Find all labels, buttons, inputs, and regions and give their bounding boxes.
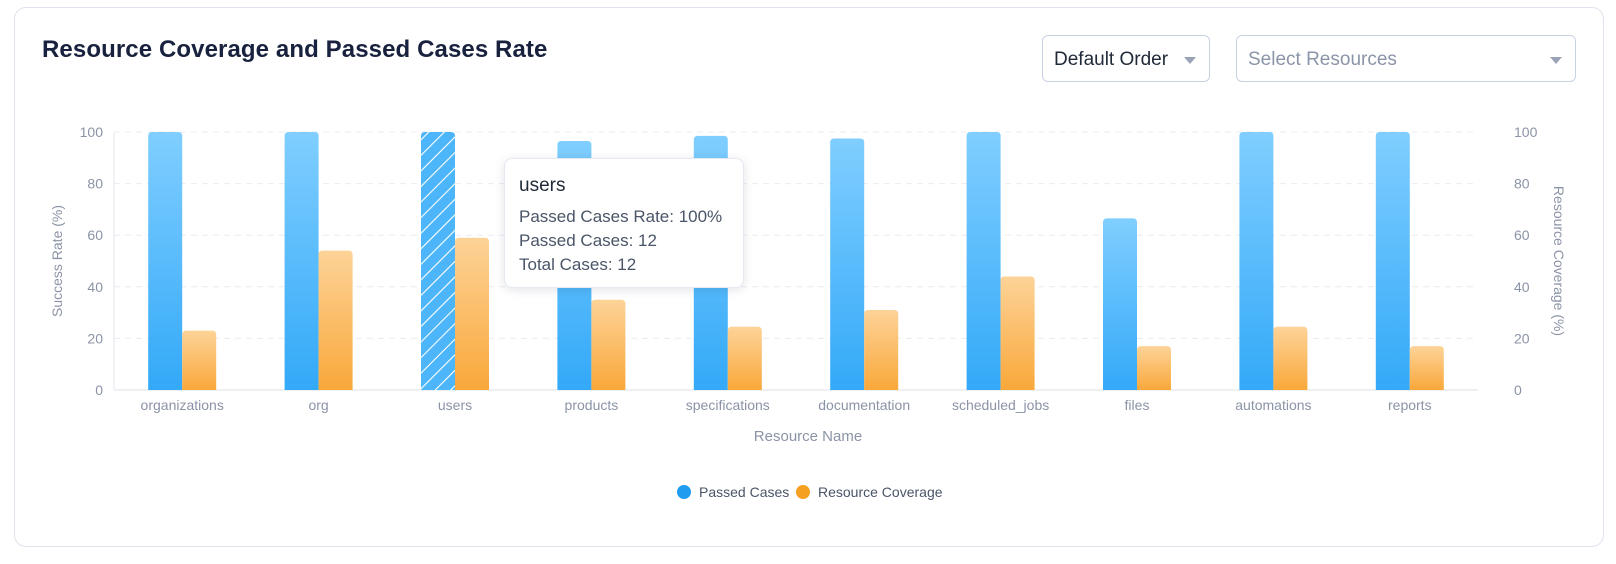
x-tick-label: org: [308, 397, 328, 413]
chart-card: [14, 7, 1604, 547]
legend-marker-resource-coverage: [796, 485, 810, 499]
bar-resource-coverage-products[interactable]: [591, 299, 626, 390]
y2-tick-label: 20: [1514, 330, 1530, 346]
chevron-down-icon: [1550, 57, 1562, 64]
tooltip-total-cases: Total Cases: 12: [519, 255, 637, 274]
y-tick-label: 80: [87, 176, 103, 192]
bar-passed-cases-org[interactable]: [284, 132, 319, 390]
legend-item-resource-coverage[interactable]: Resource Coverage: [796, 484, 943, 500]
y-tick-label: 20: [87, 330, 103, 346]
bar-resource-coverage-specifications[interactable]: [727, 326, 762, 390]
bar-passed-cases-reports[interactable]: [1375, 132, 1410, 390]
select-resources-placeholder: Select Resources: [1248, 49, 1397, 70]
y2-tick-label: 40: [1514, 279, 1530, 295]
bar-resource-coverage-documentation[interactable]: [864, 310, 899, 390]
y-axis-title: Success Rate (%): [49, 205, 65, 317]
bar-resource-coverage-org[interactable]: [318, 250, 353, 390]
tooltip-title: users: [519, 175, 566, 196]
x-tick-label: users: [438, 397, 472, 413]
chevron-down-icon: [1184, 57, 1196, 64]
legend: Passed Cases Resource Coverage: [677, 484, 943, 500]
bar-resource-coverage-automations[interactable]: [1273, 326, 1308, 390]
y2-tick-label: 100: [1514, 124, 1538, 140]
chart-title: Resource Coverage and Passed Cases Rate: [42, 36, 548, 63]
bar-passed-cases-documentation[interactable]: [830, 138, 865, 390]
sort-order-dropdown[interactable]: Default Order: [1042, 35, 1210, 82]
x-tick-label: specifications: [686, 397, 770, 413]
x-tick-label: products: [565, 397, 619, 413]
select-resources-dropdown[interactable]: Select Resources: [1236, 35, 1576, 82]
x-tick-label: automations: [1235, 397, 1311, 413]
chart-tooltip: users Passed Cases Rate: 100% Passed Cas…: [504, 158, 744, 288]
x-tick-label: organizations: [141, 397, 224, 413]
bar-passed-cases-scheduled_jobs[interactable]: [966, 132, 1001, 390]
bar-passed-cases-users[interactable]: [421, 132, 455, 390]
sort-order-value: Default Order: [1054, 49, 1169, 70]
bar-passed-cases-automations[interactable]: [1239, 132, 1274, 390]
bar-resource-coverage-organizations[interactable]: [182, 330, 217, 390]
legend-marker-passed-cases: [677, 485, 691, 499]
bar-resource-coverage-scheduled_jobs[interactable]: [1000, 276, 1035, 390]
y2-axis-title: Resource Coverage (%): [1551, 186, 1567, 336]
x-tick-label: documentation: [818, 397, 910, 413]
y-tick-label: 100: [80, 124, 104, 140]
x-tick-label: files: [1125, 397, 1150, 413]
y-tick-label: 60: [87, 227, 103, 243]
bar-passed-cases-organizations[interactable]: [148, 132, 183, 390]
bar-resource-coverage-users[interactable]: [455, 237, 489, 390]
y2-tick-label: 60: [1514, 227, 1530, 243]
x-tick-label: scheduled_jobs: [952, 397, 1049, 413]
bar-resource-coverage-files[interactable]: [1137, 346, 1171, 390]
y2-tick-label: 0: [1514, 382, 1522, 398]
x-tick-label: reports: [1388, 397, 1432, 413]
legend-label-passed-cases: Passed Cases: [699, 484, 789, 500]
tooltip-passed-rate: Passed Cases Rate: 100%: [519, 207, 723, 226]
bar-passed-cases-files[interactable]: [1103, 218, 1137, 390]
tooltip-passed-cases: Passed Cases: 12: [519, 231, 657, 250]
bar-resource-coverage-reports[interactable]: [1409, 346, 1444, 390]
y-tick-label: 0: [95, 382, 103, 398]
y2-tick-label: 80: [1514, 176, 1530, 192]
legend-item-passed-cases[interactable]: Passed Cases: [677, 484, 789, 500]
y-tick-label: 40: [87, 279, 103, 295]
legend-label-resource-coverage: Resource Coverage: [818, 484, 943, 500]
x-axis-title: Resource Name: [754, 428, 862, 445]
